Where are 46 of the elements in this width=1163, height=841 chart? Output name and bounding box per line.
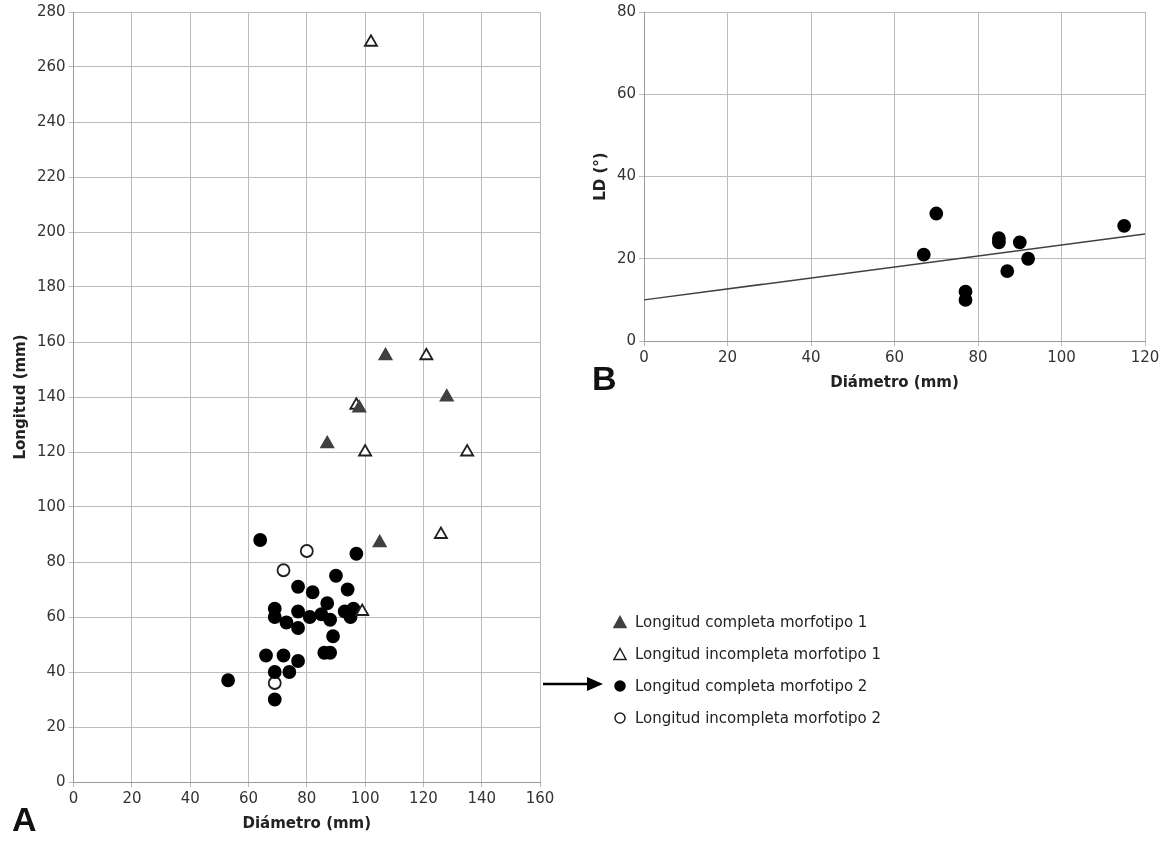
x-tick-label: 60 — [238, 788, 259, 807]
x-tick-label: 140 — [467, 788, 497, 807]
x-tick-label: 20 — [122, 788, 142, 807]
x-tick-label: 60 — [885, 347, 905, 366]
x-tick-label: 120 — [1130, 347, 1160, 366]
y-tick-label: 180 — [36, 276, 66, 295]
y-tick-label: 140 — [36, 386, 66, 405]
legend-label: Longitud completa morfotipo 1 — [635, 613, 868, 631]
x-tick-label: 20 — [718, 347, 738, 366]
y-tick-label: 120 — [36, 441, 66, 460]
y-tick-label: 80 — [46, 551, 66, 570]
text: A — [12, 800, 37, 839]
x-axis-title: Diámetro (mm) — [242, 813, 372, 832]
y-tick-label: 280 — [36, 1, 66, 20]
y-tick-label: 80 — [616, 1, 637, 20]
legend-label: Longitud incompleta morfotipo 1 — [635, 645, 882, 663]
x-tick-label: 0 — [68, 788, 79, 807]
y-tick-label: 40 — [46, 661, 66, 680]
y-tick-label: 60 — [46, 606, 66, 625]
x-tick-label: 100 — [1047, 347, 1076, 366]
x-tick-label: 160 — [525, 788, 555, 807]
y-axis-title: LD (°) — [590, 152, 609, 201]
y-axis-title: Longitud (mm) — [10, 334, 29, 460]
y-tick-label: 20 — [46, 716, 66, 735]
x-tick-label: 80 — [297, 788, 317, 807]
y-tick-label: 60 — [616, 84, 637, 103]
x-axis-title: Diámetro (mm) — [830, 372, 959, 391]
text: B — [592, 359, 617, 398]
legend-label: Longitud incompleta morfotipo 2 — [635, 709, 882, 727]
x-tick-label: 0 — [639, 347, 649, 366]
legend-label: Longitud completa morfotipo 2 — [635, 677, 868, 695]
y-tick-label: 0 — [626, 330, 637, 349]
y-tick-label: 240 — [36, 111, 66, 130]
x-tick-label: 80 — [968, 347, 988, 366]
y-tick-label: 200 — [36, 221, 66, 240]
y-tick-label: 40 — [616, 166, 637, 185]
x-tick-label: 100 — [350, 788, 380, 807]
x-tick-label: 40 — [801, 347, 821, 366]
x-tick-label: 40 — [180, 788, 200, 807]
y-tick-label: 100 — [36, 496, 66, 515]
y-tick-label: 160 — [36, 331, 66, 350]
x-tick-label: 120 — [409, 788, 438, 807]
y-tick-label: 260 — [36, 56, 66, 75]
y-tick-label: 220 — [36, 166, 66, 185]
y-tick-label: 0 — [56, 771, 66, 790]
y-tick-label: 20 — [616, 248, 637, 267]
